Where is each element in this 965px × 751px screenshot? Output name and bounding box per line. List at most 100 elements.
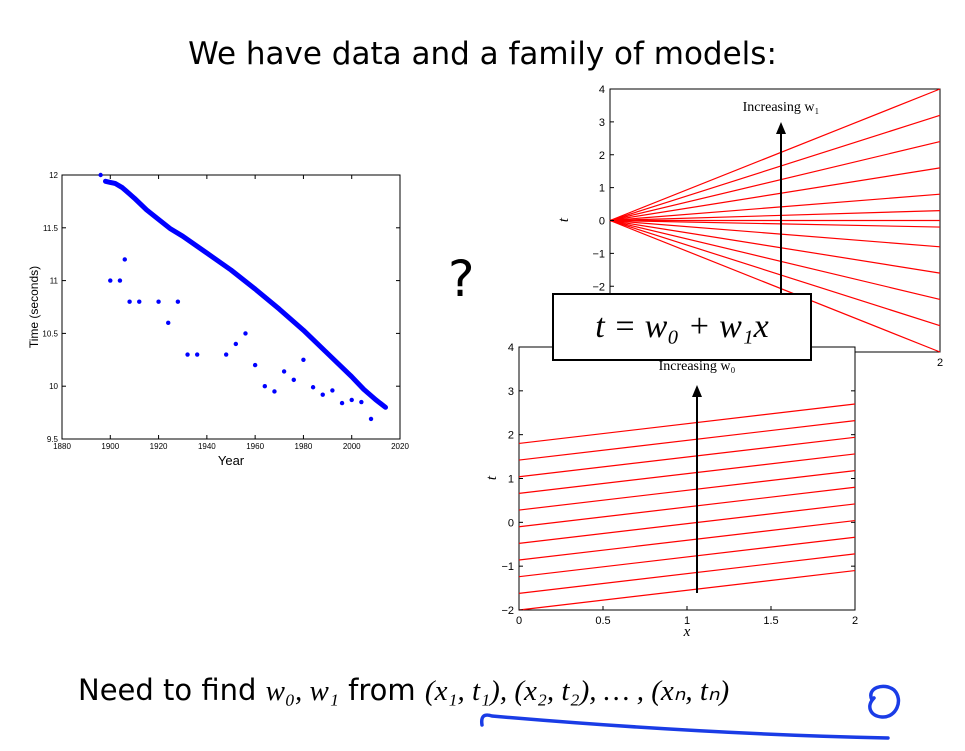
y-tick-label: 2	[599, 150, 605, 162]
y-tick-label: 4	[599, 84, 605, 96]
model-equation: t = w₀ + w₁x	[552, 293, 812, 361]
data-point	[252, 362, 258, 368]
x-tick-label: 2	[852, 615, 858, 627]
x-axis-label: Year	[218, 453, 245, 468]
model-lines	[609, 88, 941, 353]
data-pairs: (x₁, t₁), (x₂, t₂), … , (xₙ, tₙ)	[424, 675, 730, 707]
x-tick-label: 1	[684, 615, 690, 627]
x-tick-label: 2000	[343, 442, 361, 451]
model-line	[518, 553, 856, 594]
question-mark: ?	[448, 250, 475, 308]
y-tick-label: 10	[49, 382, 58, 391]
plot-frame	[61, 174, 401, 440]
x-tick-label: 1880	[53, 442, 71, 451]
data-point	[175, 299, 181, 304]
y-tick-label: 0	[508, 517, 514, 529]
x-tick-label: 1980	[295, 442, 313, 451]
model-line	[609, 219, 941, 327]
slide-title: We have data and a family of models:	[188, 36, 777, 72]
y-tick-label: −2	[592, 281, 605, 293]
x-tick-label: 2020	[391, 442, 409, 451]
increasing-w0-label: Increasing w₀	[659, 359, 736, 374]
model-line	[609, 114, 941, 222]
y-tick-label: 1	[508, 474, 514, 486]
data-point	[349, 397, 354, 403]
objective-prefix: Need to find	[78, 673, 266, 707]
data-point	[166, 320, 171, 326]
data-point	[291, 377, 296, 383]
model-line	[518, 470, 856, 511]
plot-frame	[518, 346, 856, 611]
data-point	[330, 388, 335, 393]
model-line	[518, 536, 856, 578]
x-tick-label: 1.5	[763, 615, 778, 627]
y-tick-label: 4	[508, 342, 514, 354]
arrow-head	[776, 122, 786, 134]
dense-data-band	[103, 178, 388, 410]
model-line	[609, 193, 941, 222]
increasing-w1-label: Increasing w₁	[743, 100, 820, 115]
y-tick-label: −1	[592, 248, 605, 260]
tick-labels: 1880 1900 1920 1940 1960 1980 2000 2020 9.5 10 10.…	[42, 171, 409, 451]
y-tick-label: 10.5	[42, 329, 58, 338]
model-line	[609, 219, 941, 248]
data-point	[272, 389, 277, 394]
x-tick-label: 1940	[198, 442, 216, 451]
y-tick-label: 1	[599, 183, 605, 195]
model-line	[518, 420, 856, 461]
data-point	[262, 384, 267, 389]
data-point	[108, 278, 113, 283]
data-point	[339, 400, 345, 406]
data-point	[98, 172, 103, 178]
model-line	[518, 519, 856, 561]
circle-stroke	[868, 684, 901, 719]
data-point	[122, 257, 127, 262]
y-tick-label: 3	[508, 386, 514, 398]
tick-labels: 4 3 2 1 0 −1 −2 2	[592, 84, 943, 369]
model-line	[518, 403, 856, 445]
x-axis-label: x	[683, 624, 691, 640]
data-point	[310, 385, 316, 390]
data-point	[301, 357, 306, 362]
data-point	[185, 352, 190, 357]
parameters: w₀, w₁	[265, 675, 339, 707]
objective-middle: from	[338, 673, 425, 707]
data-point	[359, 399, 364, 405]
x-tick-label: 1960	[246, 442, 264, 451]
model-line	[518, 486, 856, 528]
model-line	[518, 453, 856, 494]
x-tick-label: 1920	[150, 442, 168, 451]
slope-family-plot: 4 3 2 1 0 −1 −2 2 Increasing w₁ t	[556, 84, 943, 369]
y-tick-label: 9.5	[47, 435, 59, 444]
data-point	[195, 352, 200, 357]
model-lines	[518, 403, 856, 611]
y-tick-label: 2	[508, 430, 514, 442]
y-tick-label: −2	[501, 605, 514, 617]
model-line	[609, 219, 941, 353]
data-point	[127, 299, 132, 304]
model-line	[609, 88, 941, 222]
model-line	[518, 503, 856, 544]
model-line	[609, 141, 941, 222]
t-axis-label: t	[556, 217, 572, 222]
data-point	[137, 299, 142, 304]
data-point	[117, 278, 123, 283]
y-tick-label: −1	[501, 561, 514, 573]
model-line	[609, 219, 941, 300]
model-line	[518, 569, 856, 611]
data-point	[233, 341, 239, 347]
data-points	[98, 172, 388, 422]
underline-stroke	[479, 713, 890, 740]
model-line	[518, 436, 856, 478]
objective-statement: Need to find w₀, w₁ from (x₁, t₁), (x₂, …	[78, 673, 729, 708]
model-line	[609, 167, 941, 222]
t-axis-label: t	[484, 475, 500, 480]
data-point	[320, 392, 325, 397]
data-point	[223, 352, 229, 357]
y-tick-label: 11.5	[43, 224, 59, 233]
data-point	[368, 416, 374, 422]
model-line	[609, 219, 941, 228]
x-tick-label: 0	[516, 615, 522, 627]
x-tick-label: 1900	[101, 442, 119, 451]
